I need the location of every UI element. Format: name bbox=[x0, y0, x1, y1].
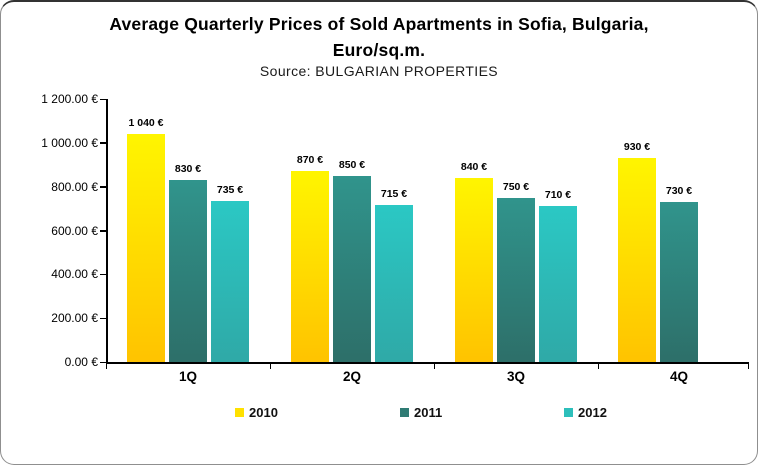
bar-2011-1Q bbox=[169, 180, 207, 362]
legend-swatch-2011 bbox=[400, 408, 409, 417]
bar-2010-3Q bbox=[455, 177, 493, 362]
chart-title-line2: Euro/sq.m. bbox=[332, 40, 426, 60]
bar-2011-4Q bbox=[660, 202, 698, 362]
x-axis-tick-mark bbox=[105, 362, 107, 369]
legend-label-2011: 2011 bbox=[414, 405, 443, 420]
bar-2011-2Q bbox=[333, 175, 371, 362]
y-axis-tick-label: 400.00 € bbox=[51, 267, 98, 282]
x-axis-label-1Q: 1Q bbox=[178, 369, 197, 384]
x-axis-tick-mark bbox=[269, 362, 271, 369]
legend-swatch-2010 bbox=[235, 408, 244, 417]
y-axis-tick-label: 600.00 € bbox=[51, 223, 98, 238]
chart-title-line1: Average Quarterly Prices of Sold Apartme… bbox=[109, 14, 649, 34]
y-axis-tick-mark bbox=[100, 361, 106, 363]
y-axis-tick-mark bbox=[100, 230, 106, 232]
bar-value-label: 750 € bbox=[502, 180, 530, 193]
x-axis-label-3Q: 3Q bbox=[506, 369, 525, 384]
bar-value-label: 730 € bbox=[665, 185, 693, 197]
bar-2012-1Q bbox=[211, 200, 249, 362]
y-axis-line bbox=[106, 99, 108, 362]
legend-label-2012: 2012 bbox=[578, 405, 607, 420]
bar-2012-3Q bbox=[539, 206, 577, 362]
y-axis-tick-mark bbox=[100, 186, 106, 188]
bar-value-label: 870 € bbox=[296, 154, 324, 167]
legend-item-2011: 2011 bbox=[400, 405, 442, 420]
bar-value-label: 710 € bbox=[544, 189, 572, 202]
legend-label-2010: 2010 bbox=[249, 405, 278, 420]
legend-item-2010: 2010 bbox=[235, 405, 278, 420]
bar-value-label: 830 € bbox=[174, 163, 202, 176]
y-axis-tick-mark bbox=[100, 317, 106, 320]
chart-source: Source: BULGARIAN PROPERTIES bbox=[259, 63, 499, 79]
bar-2010-4Q bbox=[618, 158, 656, 362]
y-axis-tick-mark bbox=[100, 273, 106, 276]
bar-value-label: 715 € bbox=[380, 188, 408, 201]
y-axis-tick-label: 1 000.00 € bbox=[41, 135, 98, 150]
legend-item-2012: 2012 bbox=[564, 405, 607, 420]
bar-value-label: 1 040 € bbox=[128, 117, 164, 130]
chart-title: Average Quarterly Prices of Sold Apartme… bbox=[1, 11, 757, 63]
y-axis-tick-label: 800.00 € bbox=[51, 179, 98, 194]
y-axis-tick-label: 0.00 € bbox=[64, 355, 98, 369]
bar-2010-1Q bbox=[127, 134, 165, 362]
y-axis-tick-mark bbox=[100, 142, 106, 144]
x-axis-label-4Q: 4Q bbox=[669, 369, 688, 384]
bar-2012-2Q bbox=[375, 205, 413, 362]
x-axis-tick-mark bbox=[747, 362, 749, 369]
x-axis-tick-mark bbox=[433, 362, 435, 369]
bar-value-label: 735 € bbox=[216, 183, 244, 196]
bar-2011-3Q bbox=[497, 197, 535, 362]
legend-swatch-2012 bbox=[564, 408, 573, 417]
bar-2010-2Q bbox=[291, 171, 329, 362]
x-axis-tick-mark bbox=[597, 362, 599, 369]
x-axis-line bbox=[106, 362, 749, 364]
bar-value-label: 840 € bbox=[460, 160, 488, 173]
y-axis-tick-label: 200.00 € bbox=[51, 311, 98, 326]
bar-value-label: 930 € bbox=[623, 141, 651, 154]
x-axis-label-2Q: 2Q bbox=[342, 369, 361, 384]
y-axis-tick-label: 1 200.00 € bbox=[41, 92, 98, 106]
y-axis-tick-mark bbox=[100, 98, 106, 100]
bar-value-label: 850 € bbox=[338, 158, 366, 171]
